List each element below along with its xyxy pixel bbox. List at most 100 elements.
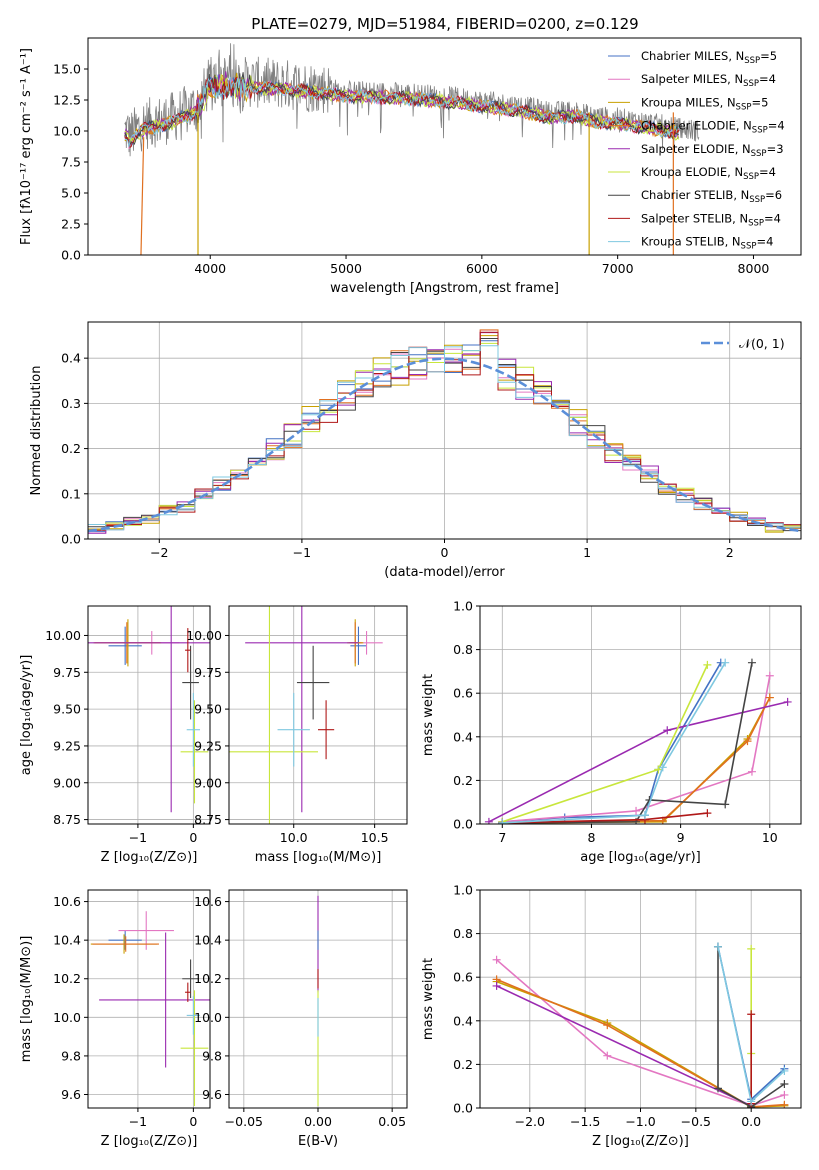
weight_vs_age-x-tick-label: 7 bbox=[498, 830, 506, 845]
weight_vs_age-series-marker bbox=[747, 658, 756, 667]
age_vs_Z-y-tick-label: 9.50 bbox=[53, 702, 81, 717]
weight_vs_Z-x-tick-label: 0.0 bbox=[741, 1114, 761, 1129]
mass_vs_Z-errorbar-point bbox=[92, 936, 159, 952]
residuals-x-tick-label: −1 bbox=[293, 545, 311, 560]
weight_vs_age-series-marker bbox=[498, 818, 507, 824]
mass_vs_Z-errorbar-point bbox=[99, 932, 210, 1068]
weight_vs_age-series-marker bbox=[747, 767, 756, 776]
mass_vs_Z-frame bbox=[87, 889, 211, 1109]
weight_vs_age-frame bbox=[479, 605, 802, 825]
figure-title: PLATE=0279, MJD=51984, FIBERID=0200, z=0… bbox=[251, 15, 638, 33]
weight_vs_age-x-tick-label: 9 bbox=[677, 830, 685, 845]
mass_vs_Z-y-tick-label: 10.0 bbox=[53, 1010, 81, 1025]
weight_vs_Z-series-marker bbox=[747, 944, 756, 953]
weight_vs_age-y-tick-label: 1.0 bbox=[453, 599, 473, 614]
weight_vs_age-series-marker bbox=[632, 806, 641, 815]
weight_vs_age-series-marker bbox=[703, 660, 712, 669]
mass_vs_ebv-y-tick-label: 10.4 bbox=[194, 933, 222, 948]
weight_vs_Z-x-axis-label: Z [log₁₀(Z/Z⊙)] bbox=[592, 1134, 689, 1149]
age_vs_Z-plot-area bbox=[88, 606, 210, 824]
age_vs_mass-frame bbox=[228, 605, 408, 825]
mass_vs_Z-y-tick-label: 10.2 bbox=[53, 971, 81, 986]
weight_vs_Z-series-marker bbox=[713, 1084, 722, 1093]
mass_vs_Z-errorbar-point bbox=[182, 959, 199, 999]
age_vs_Z-errorbar-point bbox=[186, 692, 201, 767]
weight_vs_Z-series-marker bbox=[747, 1010, 756, 1019]
weight_vs_age-panel: 7 8 9 10 0.0 0.2 0.4 0.6 0.8 1.0 age [log₁₀(age/yr… bbox=[421, 599, 802, 865]
age_vs_Z-y-tick-label: 8.75 bbox=[53, 812, 81, 827]
spectrum-y-axis-label: Flux [fλ10⁻¹⁷ erg cm⁻² s⁻¹ A⁻¹] bbox=[19, 48, 34, 245]
age_vs_Z-x-axis-label: Z [log₁₀(Z/Z⊙)] bbox=[101, 850, 198, 865]
spectrum-legend-entry: Chabrier MILES, NSSP=5 bbox=[641, 49, 777, 66]
spectrum-plot-area bbox=[124, 43, 700, 255]
age_vs_mass-x-tick-label: 10.5 bbox=[361, 830, 389, 845]
weight_vs_age-series-marker bbox=[743, 737, 752, 746]
spectrum-x-tick-label: 4000 bbox=[194, 261, 226, 276]
mass_vs_Z-x-axis-label: Z [log₁₀(Z/Z⊙)] bbox=[101, 1134, 198, 1149]
weight_vs_Z-x-tick-label: −1.0 bbox=[625, 1114, 655, 1129]
mass_vs_Z-errorbar-point bbox=[108, 930, 142, 950]
age_vs_Z-y-tick-label: 9.75 bbox=[53, 665, 81, 680]
weight_vs_age-series-line bbox=[502, 662, 753, 824]
weight_vs_age-series-marker bbox=[703, 809, 712, 818]
mass_vs_Z-errorbar-point bbox=[185, 982, 191, 1002]
weight_vs_age-series-line bbox=[488, 701, 788, 823]
spectrum-x-tick-label: 8000 bbox=[738, 261, 770, 276]
spectrum-y-tick-label: 5.0 bbox=[61, 186, 81, 201]
weight_vs_age-series-marker bbox=[484, 817, 493, 824]
weight_vs_Z-x-tick-label: −0.5 bbox=[681, 1114, 711, 1129]
age_vs_Z-errorbar-point bbox=[180, 700, 209, 804]
weight_vs_Z-series-line bbox=[496, 985, 752, 1107]
weight_vs_age-plot-area bbox=[480, 606, 801, 824]
spectrum-y-tick-label: 0.0 bbox=[61, 248, 81, 263]
mass_vs_Z-errorbar-point bbox=[180, 990, 209, 1107]
weight_vs_Z-y-axis-label: mass weight bbox=[421, 958, 436, 1040]
age_vs_mass-y-tick-label: 9.25 bbox=[194, 738, 222, 753]
spectrum-legend-entry: Kroupa STELIB, NSSP=4 bbox=[641, 235, 773, 252]
weight_vs_Z-series-line bbox=[717, 946, 785, 1108]
weight_vs_age-y-tick-label: 0.4 bbox=[453, 729, 473, 744]
gaussian-curve bbox=[88, 357, 801, 533]
spectrum-model-line bbox=[124, 72, 679, 146]
weight_vs_age-series-marker bbox=[721, 800, 730, 809]
age_vs_mass-y-tick-label: 9.50 bbox=[194, 702, 222, 717]
weight_vs_Z-y-tick-label: 0.4 bbox=[453, 1013, 473, 1028]
weight_vs_Z-x-tick-label: −1.5 bbox=[570, 1114, 600, 1129]
spectrum-x-tick-label: 7000 bbox=[602, 261, 634, 276]
age_vs_Z-x-tick-label: −1 bbox=[129, 830, 147, 845]
mass_vs_Z-errorbar-point bbox=[118, 911, 174, 950]
weight_vs_Z-series-line bbox=[496, 959, 785, 1107]
weight_vs_Z-y-tick-label: 0.0 bbox=[453, 1101, 473, 1116]
weight_vs_Z-series-marker bbox=[780, 1080, 789, 1089]
weight_vs_age-series-marker bbox=[663, 726, 672, 735]
spectrum-legend-entry: Kroupa ELODIE, NSSP=4 bbox=[641, 165, 776, 182]
residual-histogram-step bbox=[88, 345, 801, 531]
age_vs_mass-errorbar-point bbox=[245, 606, 359, 813]
spectrum-panel: 4000 5000 6000 7000 8000 0.0 2.5 5.0 7.5 10.0 12.5… bbox=[19, 37, 802, 296]
mass_vs_ebv-x-tick-label: −0.05 bbox=[225, 1114, 263, 1129]
weight_vs_age-y-tick-label: 0.0 bbox=[453, 817, 473, 832]
weight_vs_age-series-marker bbox=[721, 658, 730, 667]
mass_vs_Z-y-tick-label: 9.8 bbox=[61, 1048, 81, 1063]
age_vs_Z-errorbar-point bbox=[182, 645, 199, 720]
age_vs_mass-errorbar-point bbox=[318, 700, 335, 760]
spectrum-frame bbox=[87, 37, 802, 256]
weight_vs_age-x-tick-label: 10 bbox=[762, 830, 778, 845]
weight_vs_age-series-marker bbox=[765, 693, 774, 702]
age_vs_mass-errorbar-point bbox=[350, 626, 367, 665]
mass_vs_Z-x-tick-label: −1 bbox=[129, 1114, 147, 1129]
age_vs_mass-errorbar-point bbox=[229, 606, 318, 824]
mass_vs_ebv-y-tick-label: 10.0 bbox=[194, 1010, 222, 1025]
weight_vs_Z-y-tick-label: 0.2 bbox=[453, 1057, 473, 1072]
spectrum-model-line bbox=[124, 76, 680, 149]
weight_vs_Z-y-tick-label: 0.6 bbox=[453, 970, 473, 985]
residuals-x-tick-label: 0 bbox=[441, 545, 449, 560]
residuals-y-axis-label: Normed distribution bbox=[29, 366, 44, 496]
residuals-x-tick-label: 1 bbox=[583, 545, 591, 560]
residuals-plot-area bbox=[88, 322, 801, 539]
spectrum-y-tick-label: 7.5 bbox=[61, 155, 81, 170]
weight_vs_age-x-tick-label: 8 bbox=[587, 830, 595, 845]
age_vs_Z-errorbar-point bbox=[108, 626, 142, 665]
mass_vs_ebv-y-tick-label: 10.6 bbox=[194, 894, 222, 909]
age_vs_mass-panel: 10.0 10.5 8.75 9.00 9.25 9.50 9.75 10.00 mass [l… bbox=[186, 605, 408, 865]
